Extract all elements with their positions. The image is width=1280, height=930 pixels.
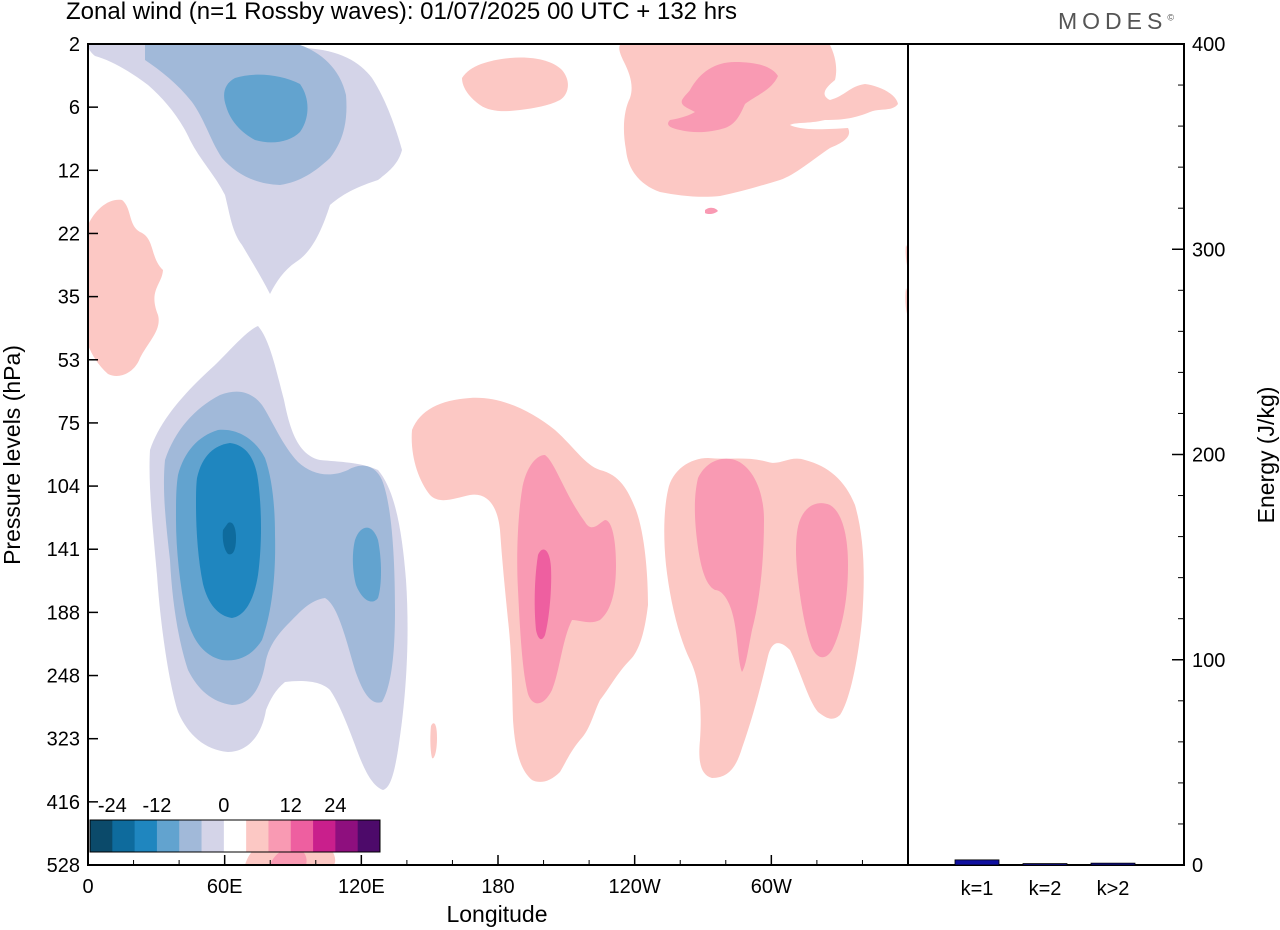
- colorbar-swatch: [357, 820, 381, 852]
- colorbar-swatch: [156, 820, 180, 852]
- chart-title: Zonal wind (n=1 Rossby waves): 01/07/202…: [66, 0, 738, 25]
- y-tick-label: 2: [69, 34, 80, 56]
- y-tick-label: 248: [47, 666, 80, 688]
- energy-tick-label: 200: [1192, 445, 1225, 467]
- x-tick-label: 60E: [207, 876, 243, 898]
- energy-tick-label: 400: [1192, 34, 1225, 56]
- energy-bars: k=1 k=2 k>2: [954, 859, 1136, 900]
- colorbar-label: 0: [218, 795, 229, 817]
- x-tick-label: 120E: [338, 876, 385, 898]
- colorbar-swatch: [90, 820, 113, 852]
- colorbar-swatch: [335, 820, 359, 852]
- y-tick-label: 12: [58, 160, 80, 182]
- energy-bar-1: [954, 859, 1000, 866]
- y-tick-label: 188: [47, 602, 80, 624]
- contour-west-pos-level2: [694, 458, 764, 672]
- y-axis-label: Pressure levels (hPa): [0, 345, 25, 565]
- energy-category-label: k=2: [1029, 878, 1062, 900]
- colorbar-label: -24: [98, 795, 127, 817]
- contour-mid-pos-level3: [534, 549, 552, 640]
- x-tick-label: 180: [481, 876, 514, 898]
- y-tick-label: 104: [47, 476, 80, 498]
- contour-mid-pos-level2: [517, 455, 616, 704]
- colorbar-swatch: [290, 820, 314, 852]
- y-tick-label: 53: [58, 350, 80, 372]
- x-tick-label: 0: [82, 876, 93, 898]
- colorbar-swatch: [179, 820, 203, 852]
- y-tick-label: 22: [58, 223, 80, 245]
- colorbar-swatch: [268, 820, 292, 852]
- energy-tick-label: 0: [1192, 855, 1203, 877]
- contour-main-neg-level5: [222, 522, 236, 555]
- contour-upper-mid-pos-level1: [462, 57, 568, 112]
- y-tick-label: 75: [58, 413, 80, 435]
- brand-text: MODES: [1058, 8, 1168, 34]
- energy-tick-label: 300: [1192, 239, 1225, 261]
- modes-logo: MODES©: [1058, 8, 1174, 35]
- contour-upper-west-pos-level1: [619, 45, 898, 197]
- contour-upper-left-neg-level3: [224, 74, 308, 143]
- energy-tick-label: 100: [1192, 650, 1225, 672]
- colorbar-swatch: [134, 820, 158, 852]
- energy-bar-2: [1022, 863, 1068, 866]
- contour-upper-west-pos-level2: [668, 62, 778, 133]
- x-tick-label: 120W: [609, 876, 661, 898]
- y-tick-label: 6: [69, 97, 80, 119]
- y-axis-pressure: 2 6 12 22 35 53 75 104 141 188 248 323 416 528: [47, 34, 98, 877]
- colorbar-swatch: [201, 820, 225, 852]
- colorbar-swatch: [112, 820, 136, 852]
- contour-upper-west-pos-level2b: [705, 207, 718, 215]
- y-tick-label: 528: [47, 855, 80, 877]
- x-tick-label: 60W: [751, 876, 792, 898]
- colorbar-swatch: [246, 820, 269, 852]
- colorbar-label: 24: [324, 795, 346, 817]
- contour-speck-pos: [430, 723, 437, 759]
- colorbar-label: -12: [142, 795, 171, 817]
- energy-axis-label: Energy (J/kg): [1253, 387, 1279, 524]
- colorbar-label: 12: [280, 795, 302, 817]
- contour-field: [88, 43, 910, 865]
- x-axis-label: Longitude: [446, 901, 547, 927]
- y-tick-label: 35: [58, 287, 80, 309]
- y-tick-label: 141: [47, 539, 80, 561]
- contour-east-neg-level3: [352, 527, 381, 602]
- y-tick-label: 416: [47, 792, 80, 814]
- x-axis: 0 60E 120E 180 120W 60W: [82, 855, 863, 898]
- energy-bar-3: [1090, 862, 1136, 866]
- contour-west-pos-level2b: [796, 503, 848, 658]
- contour-left-edge-pos-level1: [88, 199, 163, 377]
- colorbar-frame: [89, 819, 381, 853]
- colorbar-swatch: [223, 820, 247, 852]
- y-tick-label: 323: [47, 729, 80, 751]
- energy-plot-frame: [907, 43, 1185, 866]
- energy-category-label: k>2: [1097, 878, 1130, 900]
- energy-category-label: k=1: [961, 878, 994, 900]
- copyright-mark: ©: [1167, 12, 1174, 23]
- y-axis-energy: 0 100 200 300 400: [1172, 34, 1225, 877]
- colorbar: -24 -12 0 12 24: [89, 795, 381, 853]
- colorbar-swatch: [313, 820, 336, 852]
